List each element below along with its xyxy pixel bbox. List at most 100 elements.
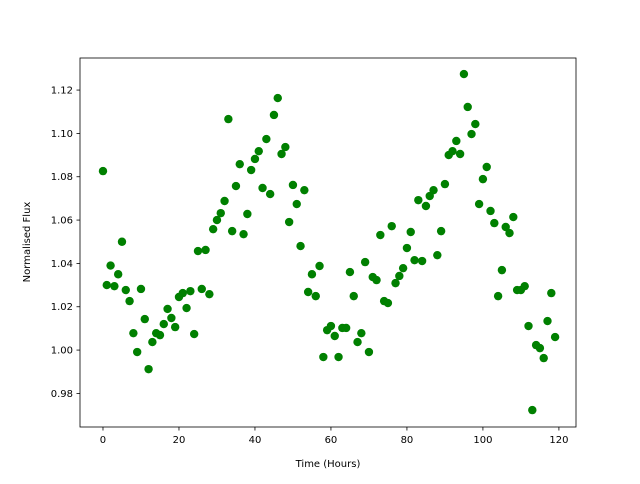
data-point [265, 189, 275, 199]
data-point [459, 69, 469, 79]
data-point [345, 267, 355, 277]
data-point [429, 185, 438, 195]
data-point [113, 270, 123, 279]
data-point [330, 331, 339, 341]
data-point [136, 284, 146, 294]
data-point [178, 288, 187, 298]
data-point [360, 257, 370, 267]
data-point [170, 322, 180, 332]
data-point [452, 136, 461, 146]
y-tick-label: 1.08 [51, 172, 73, 183]
data-point [197, 284, 206, 294]
data-point [121, 285, 130, 295]
data-point [258, 183, 267, 193]
data-point [189, 329, 199, 339]
x-tick-label: 40 [249, 435, 262, 446]
data-point [406, 227, 415, 237]
data-point [254, 146, 263, 156]
data-point [493, 291, 503, 301]
data-point [326, 321, 336, 331]
data-point [547, 288, 556, 298]
data-point [220, 196, 229, 206]
y-tick-label: 0.98 [51, 389, 73, 400]
y-axis-label: Normalised Flux [22, 202, 33, 283]
data-point [98, 166, 108, 176]
data-point [383, 298, 393, 308]
data-point [300, 185, 309, 195]
data-point [505, 228, 514, 238]
y-tick-label: 1.10 [51, 129, 73, 140]
data-point [110, 281, 119, 291]
data-point [539, 353, 548, 363]
data-point [193, 246, 203, 256]
data-point [474, 199, 484, 209]
data-point [349, 291, 358, 301]
data-points [98, 69, 560, 415]
data-point [186, 286, 195, 296]
data-point [159, 319, 168, 329]
data-point [239, 229, 248, 239]
y-axis-ticks: 0.98 1.00 1.02 1.04 1.06 1.08 1.10 1.12 [51, 86, 80, 400]
data-point [262, 134, 271, 144]
data-point [535, 343, 545, 353]
y-tick-label: 1.04 [51, 259, 73, 270]
data-point [148, 337, 157, 347]
data-point [201, 245, 210, 255]
data-point [520, 281, 529, 291]
data-point [212, 215, 222, 225]
data-point [102, 280, 111, 290]
data-point [486, 206, 495, 216]
data-point [341, 323, 351, 333]
data-point [216, 208, 225, 218]
data-point [243, 209, 252, 219]
data-point [376, 230, 385, 240]
data-point [417, 256, 427, 266]
data-point [319, 352, 328, 362]
x-tick-label: 80 [401, 435, 414, 446]
data-point [543, 316, 552, 326]
data-point [167, 313, 176, 323]
data-point [144, 364, 153, 374]
data-point [509, 212, 518, 222]
data-point [402, 243, 412, 253]
data-point [303, 287, 313, 297]
data-point [281, 142, 290, 152]
plot-frame [79, 57, 577, 428]
data-point [277, 149, 286, 159]
data-point [334, 352, 343, 362]
y-tick-label: 1.02 [51, 302, 73, 313]
data-point [414, 195, 423, 205]
data-point [490, 218, 499, 228]
x-axis-label: Time (Hours) [295, 459, 361, 470]
data-point [106, 261, 115, 270]
data-point [288, 180, 298, 190]
data-point [182, 303, 191, 313]
data-point [524, 321, 533, 331]
data-point [410, 255, 419, 265]
data-point [398, 263, 408, 273]
data-point [132, 347, 142, 357]
data-point [364, 347, 374, 357]
data-point [224, 114, 233, 124]
data-point [478, 174, 488, 184]
y-tick-label: 1.12 [51, 86, 73, 97]
data-point [501, 222, 510, 232]
data-point [391, 278, 400, 288]
data-point [482, 162, 491, 172]
data-point [471, 119, 480, 129]
data-point [140, 314, 149, 324]
y-tick-label: 1.00 [51, 346, 73, 357]
data-point [448, 146, 457, 156]
data-point [433, 250, 442, 260]
data-point [163, 304, 172, 314]
data-point [372, 275, 381, 285]
data-point [205, 289, 214, 299]
data-point [467, 129, 476, 139]
data-point [129, 328, 138, 338]
data-point [463, 102, 472, 112]
data-point [497, 265, 507, 275]
data-point [231, 181, 241, 191]
data-point [311, 291, 320, 301]
data-point [315, 261, 324, 271]
data-point [440, 179, 450, 189]
